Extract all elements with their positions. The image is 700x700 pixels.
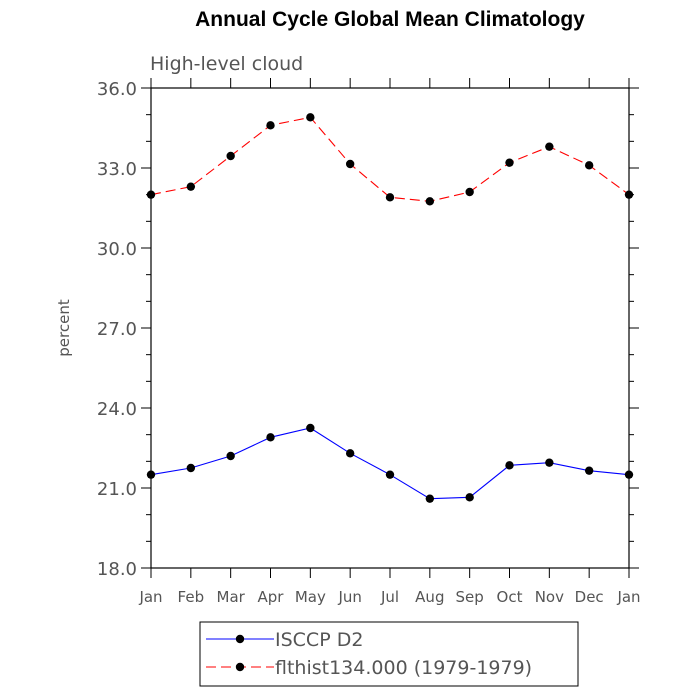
data-point-1 (306, 113, 315, 122)
data-point-1 (465, 187, 474, 197)
legend-swatch-marker (235, 634, 245, 644)
series-line-0 (150, 427, 630, 500)
data-point-1 (266, 121, 275, 130)
x-tick-label: Mar (217, 588, 246, 606)
data-point-1 (545, 142, 554, 151)
data-point-0 (186, 463, 196, 473)
data-point-0 (345, 449, 355, 458)
y-tick-label: 33.0 (97, 159, 137, 180)
data-point-1 (624, 190, 634, 199)
legend-box (199, 621, 579, 687)
data-point-0 (624, 470, 634, 479)
data-point-0 (146, 470, 156, 479)
x-tick-label: Sep (456, 588, 484, 606)
data-point-0 (425, 494, 435, 503)
x-tick-label: Jan (138, 588, 162, 606)
legend-swatch-marker (235, 662, 245, 672)
legend-label: flthist134.000 (1979-1979) (275, 657, 532, 679)
data-point-1 (505, 158, 514, 167)
plot-frame (150, 87, 630, 569)
y-tick-label: 24.0 (97, 399, 137, 420)
series-line-1 (150, 116, 630, 202)
chart-subtitle: High-level cloud (150, 53, 303, 75)
legend: ISCCP D2 flthist134.000 (1979-1979) (199, 621, 579, 687)
data-point-1 (385, 193, 395, 202)
x-tick-label: Feb (178, 588, 205, 606)
x-tick-label: Jan (616, 588, 640, 606)
data-point-0 (385, 470, 395, 479)
data-point-1 (584, 161, 594, 170)
x-tick-label: Oct (497, 588, 523, 606)
data-point-0 (226, 451, 235, 461)
data-point-0 (584, 466, 594, 475)
data-point-1 (425, 197, 435, 206)
x-tick-label: Jul (380, 588, 399, 606)
chart-title: Annual Cycle Global Mean Climatology (195, 8, 585, 31)
data-point-1 (345, 159, 355, 169)
x-tick-label: May (295, 588, 326, 606)
data-point-1 (186, 182, 196, 191)
x-tick-label: Nov (535, 588, 564, 606)
x-tick-label: Dec (575, 588, 604, 606)
data-point-0 (545, 458, 554, 467)
y-tick-label: 18.0 (97, 559, 137, 580)
data-point-0 (505, 461, 514, 470)
x-tick-label: Apr (258, 588, 285, 606)
data-point-0 (306, 423, 315, 433)
y-tick-label: 27.0 (97, 319, 137, 340)
data-point-0 (266, 433, 275, 442)
legend-label: ISCCP D2 (275, 629, 363, 651)
data-point-1 (146, 190, 156, 199)
y-axis-label: percent (55, 299, 73, 357)
y-tick-label: 21.0 (97, 479, 137, 500)
y-tick-label: 36.0 (97, 79, 137, 100)
x-tick-label: Aug (415, 588, 444, 606)
data-point-1 (226, 151, 235, 161)
data-point-0 (465, 493, 474, 502)
x-tick-label: Jun (337, 588, 361, 606)
y-tick-label: 30.0 (97, 239, 137, 260)
